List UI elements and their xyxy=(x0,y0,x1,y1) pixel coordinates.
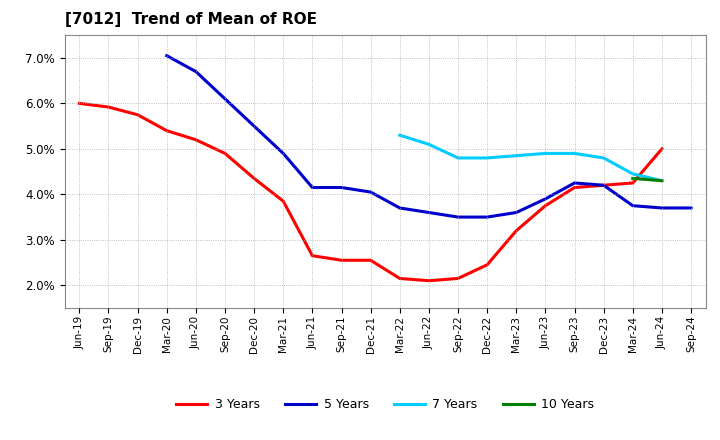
Legend: 3 Years, 5 Years, 7 Years, 10 Years: 3 Years, 5 Years, 7 Years, 10 Years xyxy=(171,393,599,416)
3 Years xyxy=(104,104,113,110)
5 Years xyxy=(395,205,404,211)
3 Years xyxy=(279,198,287,204)
Line: 10 Years: 10 Years xyxy=(633,179,662,181)
5 Years xyxy=(425,210,433,215)
7 Years xyxy=(657,178,666,183)
3 Years xyxy=(75,101,84,106)
7 Years xyxy=(395,132,404,138)
5 Years xyxy=(512,210,521,215)
3 Years xyxy=(308,253,317,258)
7 Years xyxy=(512,153,521,158)
3 Years xyxy=(483,262,492,268)
5 Years xyxy=(570,180,579,186)
5 Years xyxy=(366,189,375,194)
3 Years xyxy=(163,128,171,133)
5 Years xyxy=(250,124,258,129)
5 Years xyxy=(308,185,317,190)
3 Years xyxy=(220,151,229,156)
7 Years xyxy=(541,151,550,156)
5 Years xyxy=(657,205,666,211)
Line: 5 Years: 5 Years xyxy=(167,55,691,217)
5 Years xyxy=(337,185,346,190)
7 Years xyxy=(483,155,492,161)
3 Years xyxy=(250,176,258,181)
5 Years xyxy=(220,96,229,102)
10 Years xyxy=(657,178,666,183)
3 Years xyxy=(454,276,462,281)
3 Years xyxy=(599,183,608,188)
7 Years xyxy=(425,142,433,147)
10 Years xyxy=(629,176,637,181)
3 Years xyxy=(395,276,404,281)
3 Years xyxy=(425,278,433,283)
7 Years xyxy=(454,155,462,161)
3 Years xyxy=(629,180,637,186)
5 Years xyxy=(483,214,492,220)
5 Years xyxy=(279,151,287,156)
5 Years xyxy=(599,183,608,188)
5 Years xyxy=(192,69,200,74)
5 Years xyxy=(687,205,696,211)
7 Years xyxy=(629,171,637,176)
Line: 7 Years: 7 Years xyxy=(400,135,662,181)
7 Years xyxy=(570,151,579,156)
7 Years xyxy=(599,155,608,161)
Text: [7012]  Trend of Mean of ROE: [7012] Trend of Mean of ROE xyxy=(65,12,317,27)
3 Years xyxy=(133,112,142,117)
3 Years xyxy=(366,258,375,263)
5 Years xyxy=(454,214,462,220)
3 Years xyxy=(570,185,579,190)
5 Years xyxy=(629,203,637,209)
3 Years xyxy=(192,137,200,143)
3 Years xyxy=(657,146,666,151)
3 Years xyxy=(512,228,521,233)
Line: 3 Years: 3 Years xyxy=(79,103,662,281)
5 Years xyxy=(541,196,550,202)
3 Years xyxy=(337,258,346,263)
5 Years xyxy=(163,53,171,58)
3 Years xyxy=(541,203,550,209)
